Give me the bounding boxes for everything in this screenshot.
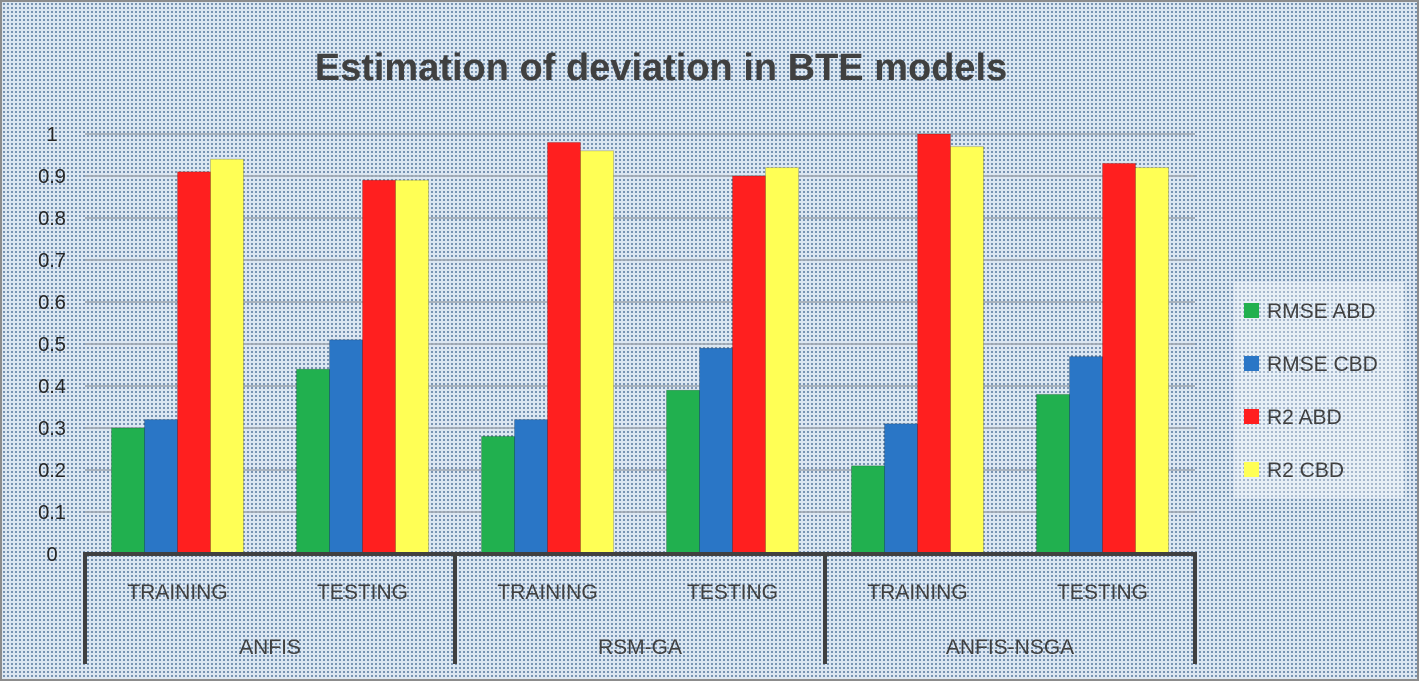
bar (144, 419, 178, 555)
bar (395, 179, 429, 555)
bar (210, 158, 244, 555)
y-tick-label: 0.7 (38, 250, 66, 272)
bar (481, 435, 515, 555)
y-tick-label: 0.5 (38, 334, 66, 356)
legend-swatch (1244, 409, 1259, 424)
chart-title: Estimation of deviation in BTE models (315, 47, 1008, 89)
bar (111, 427, 145, 555)
bar (177, 171, 211, 555)
bar (329, 339, 363, 555)
bar (547, 141, 581, 555)
y-tick-label: 0.3 (38, 418, 66, 440)
legend-label: RMSE ABD (1267, 300, 1376, 323)
bar (1036, 393, 1070, 555)
legend-background (1234, 282, 1404, 498)
bar (666, 389, 700, 555)
bar (1135, 167, 1169, 555)
x-axis (83, 552, 1197, 664)
category-label: TESTING (687, 581, 778, 604)
legend-swatch (1244, 303, 1259, 318)
category-label: TESTING (317, 581, 408, 604)
legend-label: R2 ABD (1267, 406, 1342, 429)
bar (732, 175, 766, 555)
y-tick-label: 0.6 (38, 292, 66, 314)
category-label: TRAINING (867, 581, 967, 604)
bar (851, 465, 885, 555)
bar (884, 423, 918, 555)
legend-swatch (1244, 462, 1259, 477)
bar (580, 150, 614, 555)
y-tick-label: 0 (46, 544, 57, 566)
gridlines (85, 133, 1195, 513)
bar (1102, 162, 1136, 555)
legend-swatch (1244, 356, 1259, 371)
bar (765, 167, 799, 555)
y-tick-label: 0.1 (38, 502, 66, 524)
bar (950, 146, 984, 555)
legend: RMSE ABD RMSE CBD R2 ABD R2 CBD (1234, 282, 1404, 498)
category-labels: TRAINING TESTING TRAINING TESTING TRAINING TE… (127, 581, 1148, 659)
bar (699, 347, 733, 555)
bars (111, 133, 1169, 555)
bar (1069, 356, 1103, 555)
category-label: TRAINING (497, 581, 597, 604)
bar (296, 368, 330, 555)
y-tick-label: 0.9 (38, 166, 66, 188)
legend-label: R2 CBD (1267, 459, 1344, 482)
bar (514, 419, 548, 555)
group-label: ANFIS-NSGA (946, 636, 1074, 659)
y-tick-label: 0.8 (38, 208, 66, 230)
y-axis-ticks: 0 0.1 0.2 0.3 0.4 0.5 0.6 0.7 0.8 0.9 1 (38, 124, 66, 566)
bar (917, 133, 951, 555)
group-label: RSM-GA (598, 636, 682, 659)
y-tick-label: 0.4 (38, 376, 66, 398)
category-label: TESTING (1057, 581, 1148, 604)
category-label: TRAINING (127, 581, 227, 604)
group-label: ANFIS (239, 636, 301, 659)
y-tick-label: 0.2 (38, 460, 66, 482)
legend-label: RMSE CBD (1267, 353, 1378, 376)
y-tick-label: 1 (46, 124, 57, 146)
bar (362, 179, 396, 555)
